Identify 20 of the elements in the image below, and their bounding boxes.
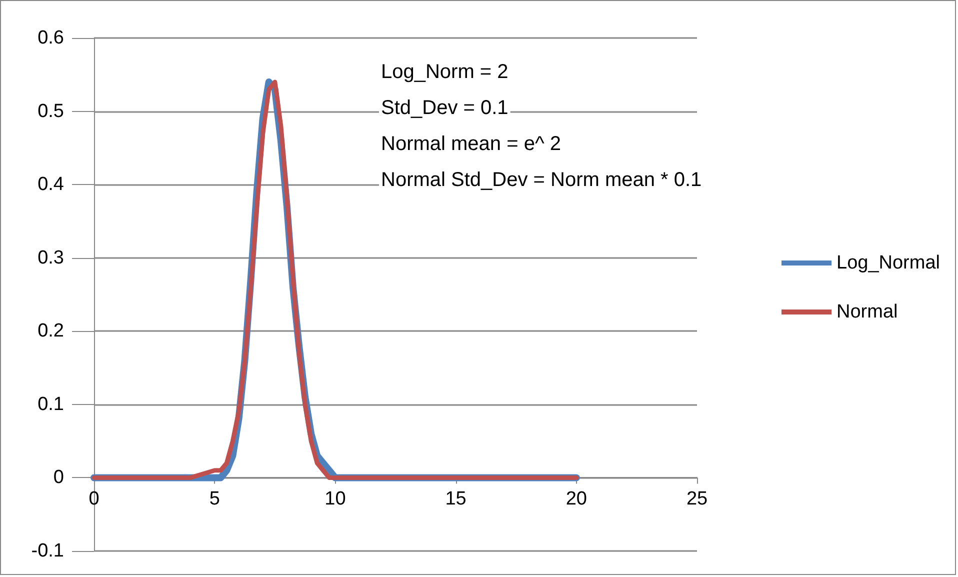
legend-label: Normal [836,302,898,322]
y-tick-label: -0.1 [31,540,64,562]
y-tick-label: 0.6 [38,28,64,48]
x-tick-label: 10 [324,488,346,510]
y-tick-label: 0 [53,467,64,488]
x-tick-label: 25 [686,488,708,510]
x-tick-label: 15 [445,488,466,510]
y-tick-label: 0.3 [38,247,64,268]
y-tick-label: 0.5 [38,100,64,122]
annotation: Normal mean = e^ 2 [381,133,562,155]
legend-label: Log_Normal [836,252,940,274]
x-tick-label: 5 [209,488,220,510]
x-tick-label: 20 [566,488,587,510]
y-tick-label: 0.4 [38,174,64,196]
y-tick-label: 0.1 [38,394,64,415]
x-tick-label: 0 [88,488,100,510]
y-tick-label: 0.2 [38,320,64,342]
annotation: Log_Norm = 2 [381,61,508,83]
annotation: Std_Dev = 0.1 [381,97,508,119]
annotation: Normal Std_Dev = Norm mean * 0.1 [381,169,702,191]
